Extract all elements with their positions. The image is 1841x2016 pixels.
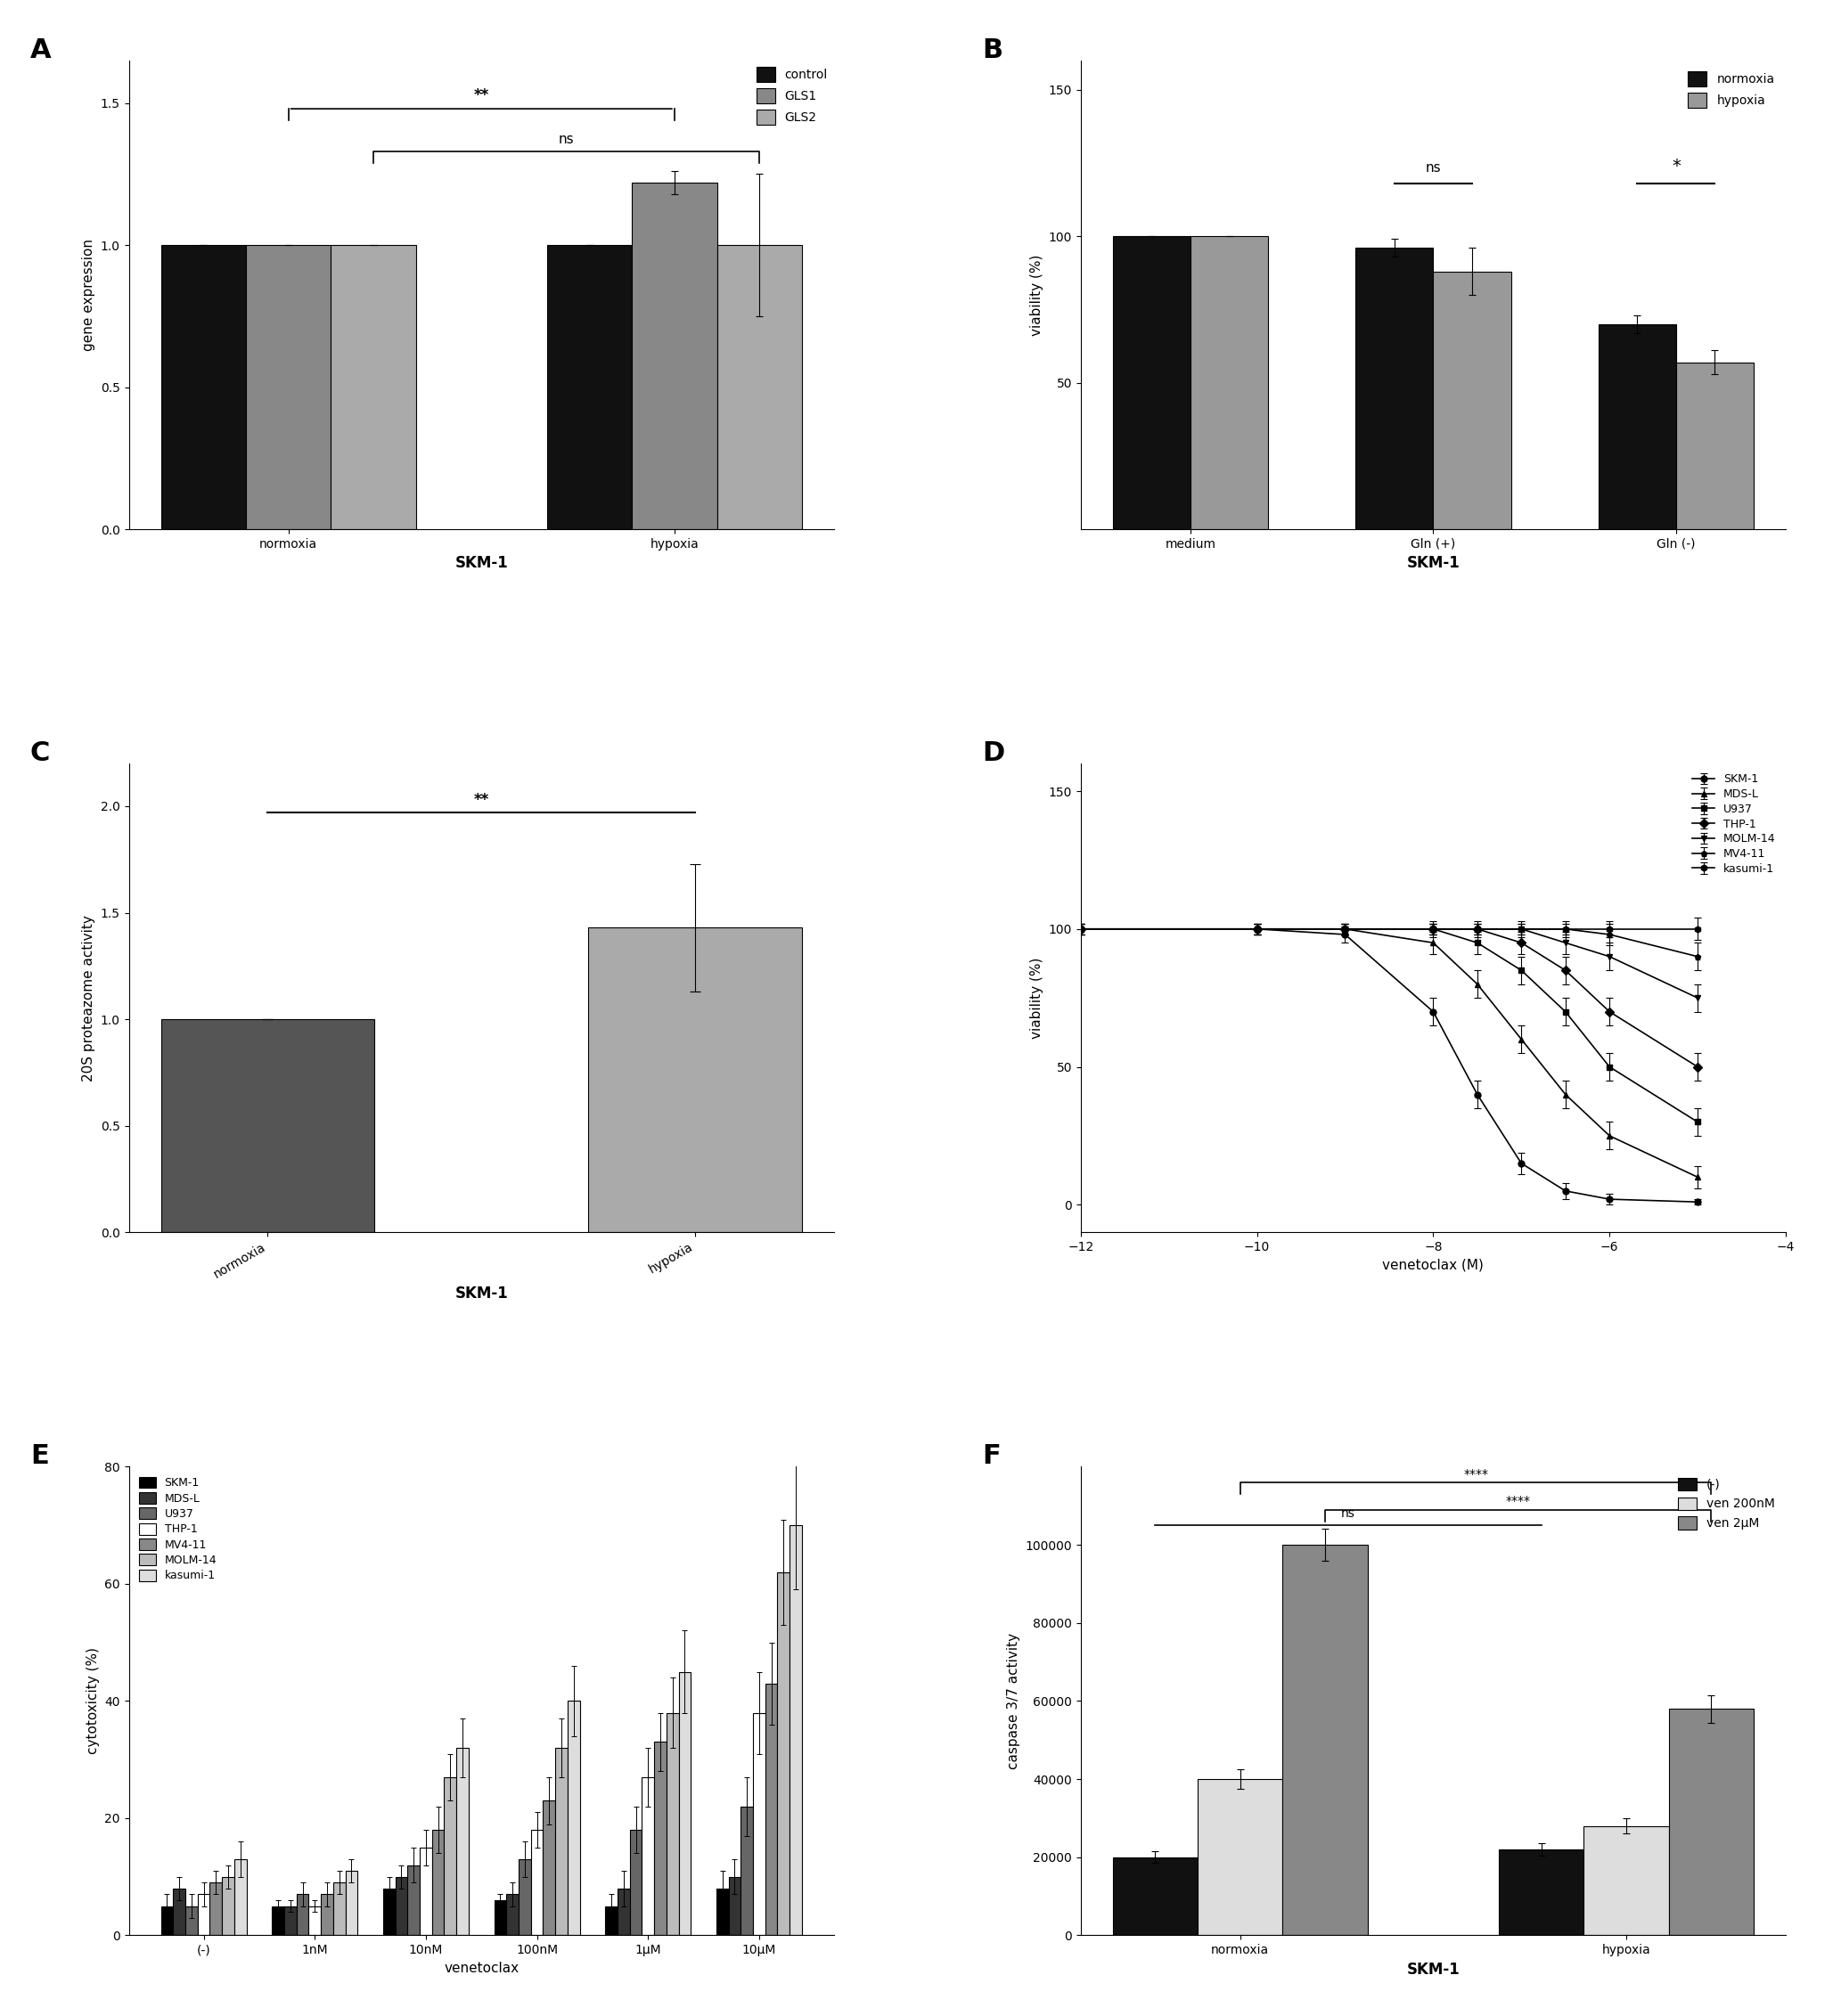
Bar — [589, 927, 803, 1232]
Text: D: D — [981, 740, 1005, 766]
Legend: control, GLS1, GLS2: control, GLS1, GLS2 — [757, 67, 828, 125]
Bar — [1598, 325, 1675, 530]
Bar — [223, 1877, 234, 1935]
Y-axis label: viability (%): viability (%) — [1031, 254, 1044, 335]
Bar — [530, 1831, 543, 1935]
Text: **: ** — [473, 792, 490, 808]
Bar — [433, 1831, 444, 1935]
Bar — [160, 1905, 173, 1935]
Bar — [631, 183, 716, 530]
Bar — [296, 1895, 309, 1935]
Bar — [247, 246, 331, 530]
Bar — [654, 1742, 666, 1935]
Bar — [396, 1877, 407, 1935]
Bar — [790, 1526, 803, 1935]
Text: ns: ns — [558, 133, 574, 145]
Bar — [160, 1020, 374, 1232]
Bar — [407, 1865, 420, 1935]
X-axis label: SKM-1: SKM-1 — [455, 1286, 508, 1302]
Y-axis label: 20S proteazome activity: 20S proteazome activity — [83, 915, 96, 1081]
Bar — [506, 1895, 519, 1935]
Y-axis label: caspase 3/7 activity: caspase 3/7 activity — [1007, 1633, 1020, 1770]
Bar — [320, 1895, 333, 1935]
Legend: SKM-1, MDS-L, U937, THP-1, MV4-11, MOLM-14, kasumi-1: SKM-1, MDS-L, U937, THP-1, MV4-11, MOLM-… — [134, 1472, 221, 1587]
Bar — [679, 1671, 690, 1935]
Bar — [333, 1883, 346, 1935]
Bar — [617, 1889, 630, 1935]
Text: F: F — [981, 1443, 1000, 1470]
Bar — [753, 1714, 766, 1935]
Bar — [1434, 272, 1511, 530]
Legend: normoxia, hypoxia: normoxia, hypoxia — [1683, 67, 1780, 113]
X-axis label: SKM-1: SKM-1 — [1407, 554, 1460, 571]
X-axis label: venetoclax: venetoclax — [444, 1962, 519, 1976]
Bar — [740, 1806, 753, 1935]
Text: ns: ns — [1425, 161, 1442, 175]
Bar — [716, 246, 803, 530]
Bar — [493, 1901, 506, 1935]
Bar — [1198, 1780, 1283, 1935]
Bar — [1668, 1710, 1754, 1935]
Text: ns: ns — [1342, 1506, 1355, 1520]
Bar — [160, 246, 247, 530]
Text: ****: **** — [1506, 1496, 1530, 1508]
Bar — [173, 1889, 186, 1935]
Bar — [197, 1895, 210, 1935]
Bar — [272, 1905, 284, 1935]
Bar — [643, 1778, 654, 1935]
Bar — [1112, 236, 1191, 530]
Bar — [519, 1859, 530, 1935]
Bar — [1283, 1544, 1368, 1935]
Bar — [1112, 1857, 1198, 1935]
Bar — [444, 1778, 457, 1935]
Bar — [766, 1683, 777, 1935]
Bar — [346, 1871, 357, 1935]
Bar — [1355, 248, 1434, 530]
Bar — [1675, 363, 1754, 530]
Bar — [420, 1847, 433, 1935]
Text: B: B — [981, 36, 1003, 62]
Y-axis label: cytotoxicity (%): cytotoxicity (%) — [87, 1647, 99, 1754]
Bar — [777, 1572, 790, 1935]
Bar — [383, 1889, 396, 1935]
Legend: (-), ven 200nM, ven 2μM: (-), ven 200nM, ven 2μM — [1673, 1474, 1780, 1534]
Text: ****: **** — [1464, 1468, 1488, 1480]
Bar — [457, 1748, 469, 1935]
Text: A: A — [29, 36, 52, 62]
Text: E: E — [29, 1443, 48, 1470]
Bar — [543, 1800, 556, 1935]
Bar — [186, 1905, 197, 1935]
Text: C: C — [29, 740, 50, 766]
Bar — [284, 1905, 296, 1935]
Text: **: ** — [473, 87, 490, 103]
Bar — [547, 246, 631, 530]
Legend: SKM-1, MDS-L, U937, THP-1, MOLM-14, MV4-11, kasumi-1: SKM-1, MDS-L, U937, THP-1, MOLM-14, MV4-… — [1688, 770, 1780, 879]
Bar — [331, 246, 416, 530]
Bar — [556, 1748, 567, 1935]
Bar — [729, 1877, 740, 1935]
X-axis label: venetoclax (M): venetoclax (M) — [1383, 1258, 1484, 1272]
Bar — [630, 1831, 643, 1935]
Bar — [309, 1905, 320, 1935]
Bar — [1499, 1849, 1583, 1935]
Bar — [567, 1702, 580, 1935]
Y-axis label: viability (%): viability (%) — [1031, 958, 1044, 1038]
Bar — [234, 1859, 247, 1935]
Bar — [606, 1905, 617, 1935]
Bar — [1583, 1826, 1668, 1935]
Bar — [716, 1889, 729, 1935]
X-axis label: SKM-1: SKM-1 — [455, 554, 508, 571]
Y-axis label: gene expression: gene expression — [83, 238, 96, 351]
X-axis label: SKM-1: SKM-1 — [1407, 1962, 1460, 1978]
Text: *: * — [1672, 157, 1681, 175]
Bar — [666, 1714, 679, 1935]
Bar — [1191, 236, 1268, 530]
Bar — [210, 1883, 223, 1935]
